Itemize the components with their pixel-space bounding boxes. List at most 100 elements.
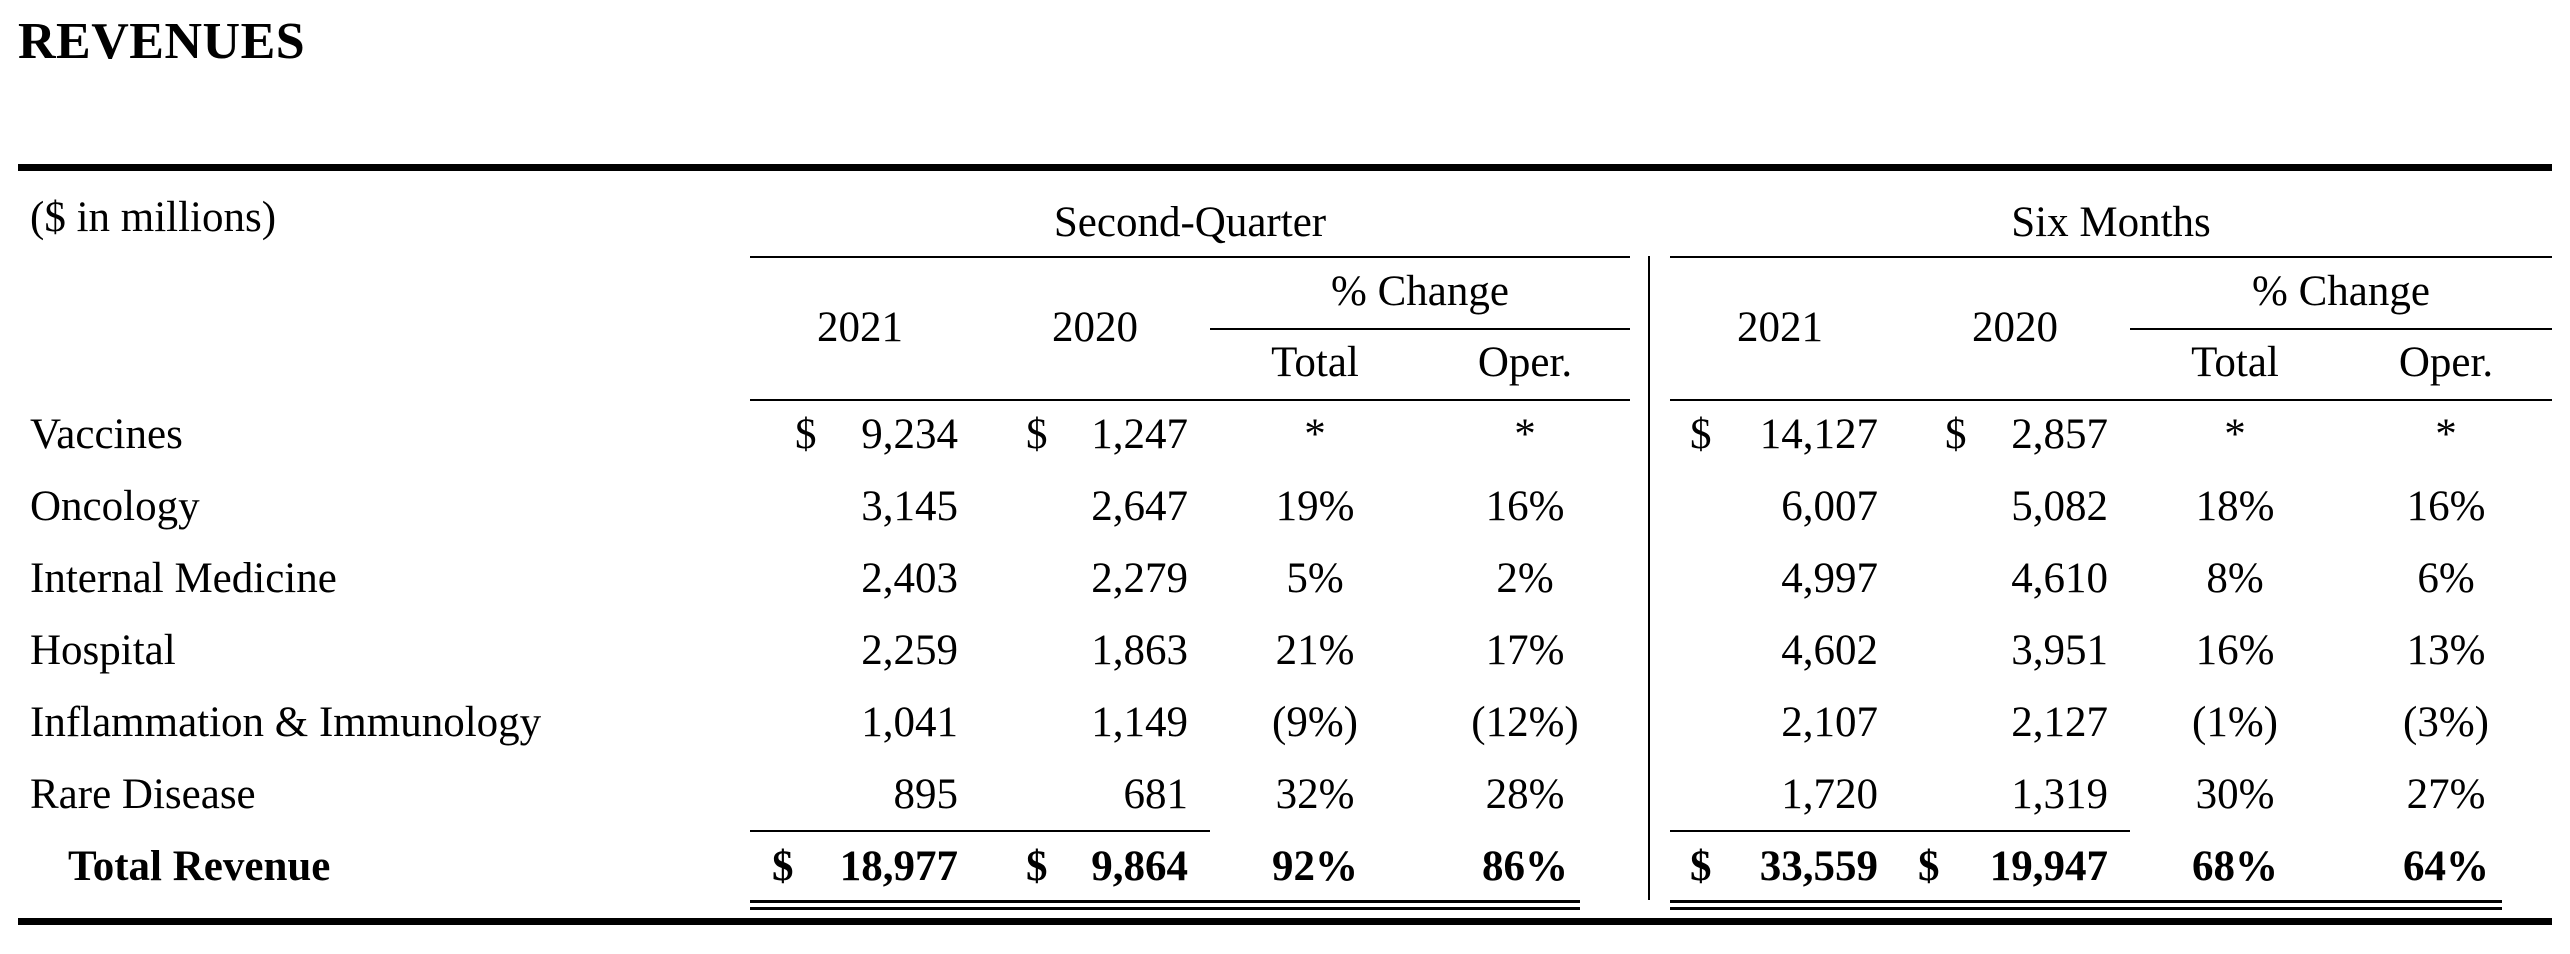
cell-value: * <box>1514 411 1536 458</box>
cell-value: * <box>2224 411 2246 458</box>
cell-value: 5% <box>1286 555 1344 602</box>
q-total-header: Total <box>1271 339 1359 386</box>
cell-value: 30% <box>2195 771 2275 818</box>
cell-value: 2,127 <box>2011 699 2108 746</box>
cell-value: 2,857 <box>2011 411 2108 458</box>
cell-value: 27% <box>2406 771 2486 818</box>
cell-value: * <box>2435 411 2457 458</box>
currency-symbol: $ <box>1918 843 1940 890</box>
six-months-header: Six Months <box>2011 199 2211 246</box>
s-header-bottom-rule <box>1670 399 2552 401</box>
cell-value: 14,127 <box>1759 411 1878 458</box>
s-year-prior-header: 2020 <box>1972 304 2058 351</box>
cell-value: 4,610 <box>2011 555 2108 602</box>
cell-value: 13% <box>2406 627 2486 674</box>
q-total-double-rule <box>750 900 1580 903</box>
cell-value: 681 <box>1123 771 1189 818</box>
cell-value: (1%) <box>2192 699 2278 746</box>
cell-value: 9,234 <box>861 411 958 458</box>
cell-value: 4,602 <box>1781 627 1878 674</box>
cell-value: 16% <box>2195 627 2275 674</box>
s-year-current-header: 2021 <box>1737 304 1823 351</box>
q-year-prior-header: 2020 <box>1052 304 1138 351</box>
total-cell-value: 18,977 <box>839 843 958 890</box>
cell-value: 16% <box>1485 483 1565 530</box>
total-cell-value: 64% <box>2403 843 2489 890</box>
currency-symbol: $ <box>795 411 817 458</box>
q-header-bottom-rule <box>750 399 1630 401</box>
cell-value: 8% <box>2206 555 2264 602</box>
cell-value: 5,082 <box>2011 483 2108 530</box>
cell-value: 895 <box>893 771 959 818</box>
cell-value: 28% <box>1485 771 1565 818</box>
currency-symbol: $ <box>1026 843 1048 890</box>
q-change-header: % Change <box>1331 268 1509 315</box>
q-oper-header: Oper. <box>1477 339 1573 386</box>
total-cell-value: 68% <box>2192 843 2278 890</box>
second-quarter-header: Second-Quarter <box>1053 199 1327 246</box>
row-label: Internal Medicine <box>30 555 337 602</box>
cell-value: 2,259 <box>861 627 958 674</box>
cell-value: 19% <box>1275 483 1355 530</box>
s-total-double-rule <box>1670 900 2502 903</box>
cell-value: 3,951 <box>2011 627 2108 674</box>
units-label: ($ in millions) <box>30 194 277 241</box>
cell-value: 1,041 <box>861 699 958 746</box>
six-months-underline <box>1670 256 2552 258</box>
cell-value: 1,319 <box>2011 771 2108 818</box>
cell-value: 1,247 <box>1091 411 1188 458</box>
page-title: REVENUES <box>18 13 306 70</box>
total-cell-value: 86% <box>1482 843 1568 890</box>
q-year-current-header: 2021 <box>817 304 903 351</box>
total-cell-value: 92% <box>1272 843 1358 890</box>
cell-value: 1,149 <box>1091 699 1188 746</box>
total-cell-value: 19,947 <box>1989 843 2108 890</box>
total-row-label: Total Revenue <box>68 843 331 890</box>
bottom-rule <box>18 918 2552 925</box>
row-label: Oncology <box>30 483 200 530</box>
total-cell-value: 9,864 <box>1091 843 1188 890</box>
row-label: Hospital <box>30 627 176 674</box>
cell-value: * <box>1304 411 1326 458</box>
cell-value: 6,007 <box>1781 483 1878 530</box>
cell-value: 2,647 <box>1091 483 1188 530</box>
q-change-underline <box>1210 328 1630 330</box>
cell-value: 32% <box>1275 771 1355 818</box>
currency-symbol: $ <box>1945 411 1967 458</box>
group-separator <box>1648 256 1650 900</box>
cell-value: (9%) <box>1272 699 1358 746</box>
s-change-underline <box>2130 328 2552 330</box>
s-oper-header: Oper. <box>2398 339 2494 386</box>
cell-value: 2,107 <box>1781 699 1878 746</box>
total-cell-value: 33,559 <box>1759 843 1878 890</box>
s-change-header: % Change <box>2252 268 2430 315</box>
cell-value: 3,145 <box>861 483 958 530</box>
cell-value: 18% <box>2195 483 2275 530</box>
cell-value: 21% <box>1275 627 1355 674</box>
cell-value: 1,720 <box>1781 771 1878 818</box>
s-total-header: Total <box>2191 339 2279 386</box>
s-subtotal-rule <box>1670 830 2130 832</box>
cell-value: 2,279 <box>1091 555 1188 602</box>
currency-symbol: $ <box>1026 411 1048 458</box>
cell-value: 17% <box>1485 627 1565 674</box>
currency-symbol: $ <box>1690 843 1712 890</box>
row-label: Rare Disease <box>30 771 256 818</box>
cell-value: 1,863 <box>1091 627 1188 674</box>
currency-symbol: $ <box>772 843 794 890</box>
currency-symbol: $ <box>1690 411 1712 458</box>
top-rule <box>18 164 2552 171</box>
cell-value: 16% <box>2406 483 2486 530</box>
cell-value: 6% <box>2417 555 2475 602</box>
row-label: Inflammation & Immunology <box>30 699 542 746</box>
cell-value: 2,403 <box>861 555 958 602</box>
q-total-double-rule <box>750 907 1580 910</box>
cell-value: (3%) <box>2403 699 2489 746</box>
cell-value: (12%) <box>1471 699 1579 746</box>
second-quarter-underline <box>750 256 1630 258</box>
cell-value: 4,997 <box>1781 555 1878 602</box>
cell-value: 2% <box>1496 555 1554 602</box>
q-subtotal-rule <box>750 830 1210 832</box>
s-total-double-rule <box>1670 907 2502 910</box>
row-label: Vaccines <box>30 411 183 458</box>
